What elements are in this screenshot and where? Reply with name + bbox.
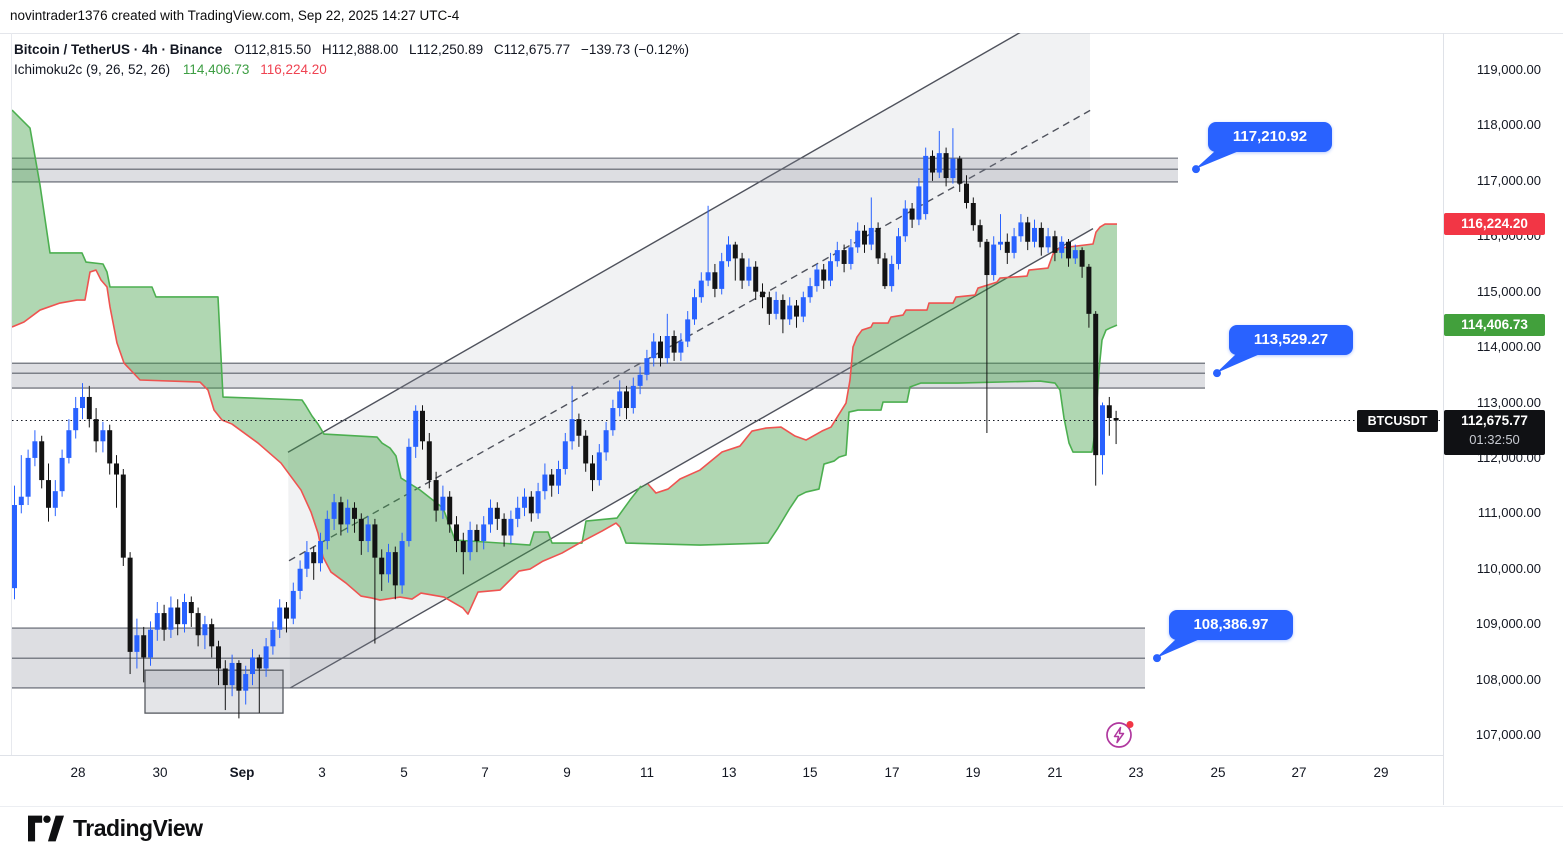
price-axis-label: 119,000.00	[1476, 62, 1541, 77]
legend-open-value: O112,815.50	[234, 42, 312, 57]
price-callout-117210[interactable]: 117,210.92	[1208, 122, 1332, 152]
time-axis-label[interactable]: 23	[1128, 765, 1144, 780]
time-axis-label[interactable]: 7	[481, 765, 489, 780]
senkou-a-price-badge: 114,406.73	[1444, 313, 1545, 336]
time-axis-label[interactable]: 5	[400, 765, 408, 780]
price-callout-108386[interactable]: 108,386.97	[1169, 610, 1293, 640]
lightning-idea-icon[interactable]	[1102, 718, 1136, 752]
symbol-name-badge: BTCUSDT	[1357, 410, 1438, 433]
price-axis-label: 108,000.00	[1475, 671, 1541, 687]
indicator-name[interactable]: Ichimoku2c (9, 26, 52, 26)	[14, 62, 171, 77]
last-price-badge: 112,675.77 01:32:50	[1444, 410, 1545, 456]
legend-indicator-row[interactable]: Ichimoku2c (9, 26, 52, 26) 114,406.73 11…	[14, 60, 696, 80]
indicator-senkou-b-value: 116,224.20	[260, 62, 327, 77]
price-axis-label: 113,000.00	[1476, 394, 1541, 410]
time-axis-label[interactable]: 19	[965, 765, 981, 780]
time-axis-label[interactable]: 17	[884, 765, 900, 780]
price-axis-label: 115,000.00	[1476, 283, 1541, 299]
chart-card-top-border	[0, 33, 1563, 34]
price-axis-label: 117,000.00	[1476, 172, 1541, 188]
time-axis-label[interactable]: 28	[70, 765, 86, 780]
legend-change-value: −139.73 (−0.12%)	[580, 42, 690, 57]
time-axis-label[interactable]: 27	[1291, 765, 1307, 780]
attribution-text: novintrader1376 created with TradingView…	[10, 8, 460, 23]
chart-legend: Bitcoin / TetherUS · 4h · Binance O112,8…	[14, 40, 696, 80]
time-axis-label[interactable]: 29	[1373, 765, 1389, 780]
tradingview-logo[interactable]: TradingView	[28, 815, 203, 842]
tradingview-logo-mark	[28, 815, 64, 842]
tradingview-logo-text: TradingView	[73, 815, 203, 841]
price-axis-label: 109,000.00	[1475, 616, 1541, 632]
indicator-senkou-a-value: 114,406.73	[182, 62, 250, 77]
time-axis-separator	[0, 755, 1443, 756]
time-axis-label[interactable]: 15	[802, 765, 818, 780]
legend-high-value: H112,888.00	[321, 42, 399, 57]
plot-left-border	[11, 33, 12, 755]
price-axis-label: 114,000.00	[1476, 339, 1541, 355]
price-axis-label: 118,000.00	[1476, 117, 1541, 133]
last-price-value: 112,675.77	[1461, 413, 1528, 429]
legend-symbol-row[interactable]: Bitcoin / TetherUS · 4h · Binance O112,8…	[14, 40, 696, 60]
time-axis-label[interactable]: Sep	[229, 765, 255, 780]
chart-card-bottom-border	[0, 806, 1563, 807]
time-axis-label[interactable]: 13	[721, 765, 737, 780]
legend-symbol[interactable]: Bitcoin / TetherUS · 4h · Binance	[14, 42, 223, 57]
time-axis-label[interactable]: 21	[1047, 765, 1063, 780]
legend-low-value: L112,250.89	[409, 42, 484, 57]
bar-countdown: 01:32:50	[1469, 432, 1520, 448]
time-axis-label[interactable]: 3	[318, 765, 326, 780]
time-axis-label[interactable]: 25	[1210, 765, 1226, 780]
price-callout-113529[interactable]: 113,529.27	[1229, 325, 1353, 355]
price-axis-separator	[1443, 33, 1444, 805]
time-axis-label[interactable]: 30	[152, 765, 168, 780]
price-axis-label: 110,000.00	[1476, 560, 1541, 576]
price-axis-label: 107,000.00	[1475, 727, 1541, 742]
price-axis-label: 111,000.00	[1477, 505, 1541, 521]
time-axis-label[interactable]: 11	[639, 765, 655, 780]
senkou-b-price-badge: 116,224.20	[1444, 212, 1545, 235]
time-axis-label[interactable]: 9	[563, 765, 571, 780]
legend-close-value: C112,675.77	[493, 42, 571, 57]
